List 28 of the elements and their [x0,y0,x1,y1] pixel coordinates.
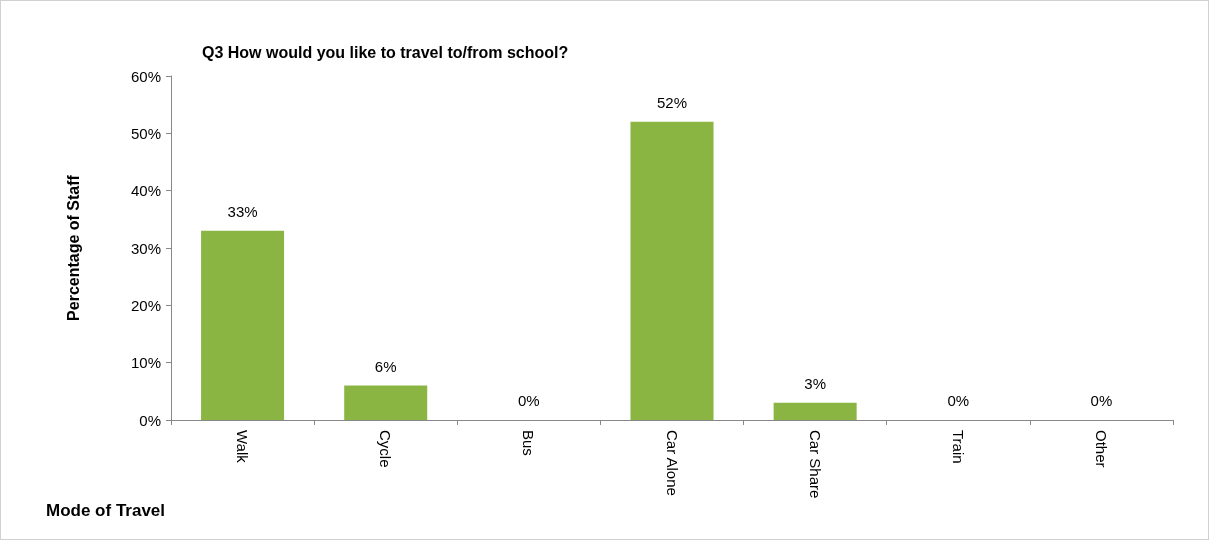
data-label: 0% [518,392,540,409]
y-tick-label: 30% [130,239,161,257]
y-tick-label: 10% [130,354,161,372]
x-tick-label: Car Share [806,430,824,499]
y-tick-label: 60% [130,67,161,85]
x-tick-label: Train [949,430,967,464]
y-tick-label: 40% [130,182,161,200]
data-label: 3% [804,374,826,392]
x-tick-label: Other [1092,430,1110,468]
bar [630,121,714,420]
data-label: 0% [947,392,970,409]
bar [773,402,857,420]
chart-title: Q3 How would you like to travel to/from school? [202,43,569,61]
bar [344,385,428,420]
x-tick-label: Cycle [377,430,395,468]
data-label: 33% [227,202,258,220]
data-label: 0% [1090,392,1113,409]
x-axis-title: Mode of Travel [46,501,166,520]
x-tick-label: Bus [520,430,538,456]
y-axis-title: Percentage of Staff [64,174,82,321]
x-tick-label: Walk [234,430,252,464]
y-tick-label: 50% [130,124,161,142]
x-tick-label: Car Alone [663,430,681,496]
data-label: 52% [656,93,688,111]
data-label: 6% [374,357,397,375]
y-tick-label: 0% [139,411,161,429]
bar [201,230,285,420]
y-tick-label: 20% [130,296,161,314]
